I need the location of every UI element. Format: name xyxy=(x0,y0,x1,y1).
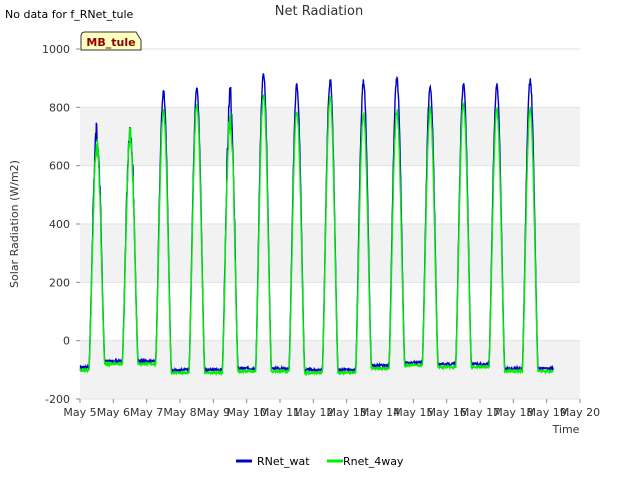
y-tick-label: -200 xyxy=(45,393,70,406)
x-tick-label: May 15 xyxy=(393,406,433,419)
x-tick-label: May 20 xyxy=(560,406,600,419)
y-tick-label: 400 xyxy=(49,218,70,231)
x-tick-label: May 16 xyxy=(427,406,467,419)
x-tick-label: May 18 xyxy=(493,406,533,419)
chart-title: Net Radiation xyxy=(275,4,363,19)
y-tick-label: 200 xyxy=(49,276,70,289)
grid-band xyxy=(80,107,580,166)
x-tick-label: May 17 xyxy=(460,406,500,419)
site-badge-frame xyxy=(80,31,142,51)
x-tick-label: May 11 xyxy=(260,406,300,419)
legend-label-rnet-wat: RNet_wat xyxy=(257,455,310,468)
x-tick-label: May 12 xyxy=(293,406,333,419)
x-tick-label: May 7 xyxy=(130,406,163,419)
grid-bands xyxy=(80,107,580,399)
y-tick-label: 1000 xyxy=(42,43,70,56)
y-axis-title: Solar Radiation (W/m2) xyxy=(8,160,21,288)
legend-label-rnet-4way: Rnet_4way xyxy=(343,455,404,468)
no-data-note: No data for f_RNet_tule xyxy=(5,8,134,21)
x-tick-label: May 13 xyxy=(327,406,367,419)
x-tick-label: May 5 xyxy=(63,406,96,419)
y-tick-label: 800 xyxy=(49,101,70,114)
x-tick-label: May 10 xyxy=(227,406,267,419)
series-layer xyxy=(79,73,554,377)
y-tick-label: 0 xyxy=(63,335,70,348)
x-tick-label: May 6 xyxy=(97,406,130,419)
x-tick-label: May 19 xyxy=(527,406,567,419)
site-badge: MB_tule xyxy=(80,31,142,51)
grid-lines xyxy=(80,48,580,400)
x-tick-label: May 9 xyxy=(197,406,230,419)
x-axis-title: Time xyxy=(552,423,580,436)
grid-band xyxy=(80,224,580,283)
y-tick-label: 600 xyxy=(49,160,70,173)
x-tick-label: May 14 xyxy=(360,406,400,419)
site-badge-label: MB_tule xyxy=(86,36,135,49)
series-line-rnet-4way xyxy=(79,94,554,377)
x-tick-label: May 8 xyxy=(163,406,196,419)
legend: RNet_wat Rnet_4way xyxy=(236,455,404,468)
grid-band xyxy=(80,340,580,399)
